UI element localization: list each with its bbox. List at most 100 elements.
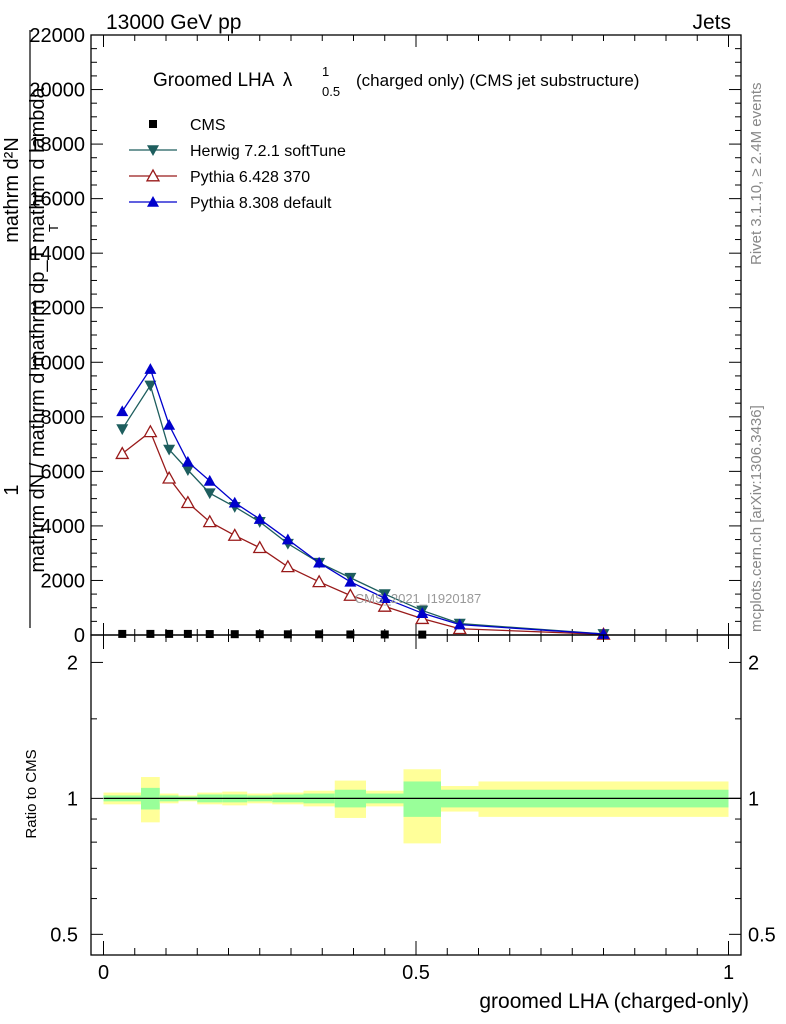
data-point [162,470,177,484]
data-point [165,629,174,638]
data-point [281,533,294,545]
main-ytick-label: 10000 [29,352,85,374]
main-title-suffix: (charged only) (CMS jet substructure) [356,71,639,90]
series-3 [116,363,610,639]
main-title-sub: 0.5 [322,84,340,99]
legend-label: Herwig 7.2.1 softTune [190,143,346,160]
ratio-ytick-label: 2 [67,652,78,674]
data-point [230,630,239,639]
main-ytick-label: 12000 [29,298,85,320]
series-line [121,367,604,635]
xtick-label: 0.5 [402,962,430,984]
ratio-ytick-label-right: 0.5 [748,924,776,946]
data-point [115,446,130,460]
data-point [313,556,326,568]
data-point [453,618,466,630]
main-title-sup: 1 [322,64,329,79]
main-ylabel-sub: T [46,224,61,232]
data-point [416,607,429,618]
data-point [252,540,267,554]
data-point [116,424,129,436]
data-point [227,528,242,541]
data-point [181,465,194,476]
data-point [144,363,157,374]
ratio-ytick-label: 1 [67,788,78,810]
data-point [144,380,157,392]
data-point [378,592,391,603]
ratio-band-green [403,781,441,817]
data-point [202,514,217,528]
main-ytick-label: 4000 [41,516,86,538]
main-ytick-label: 18000 [29,134,85,156]
main-ylabel-mid: mathrm d²N [1,137,23,243]
data-point [255,630,264,639]
data-point [163,444,176,456]
ratio-ytick-label-right: 2 [748,652,759,674]
series-0 [118,629,427,639]
ratio-ylabel: Ratio to CMS [23,749,40,838]
main-ytick-label: 16000 [29,189,85,211]
data-point [118,629,127,638]
ratio-y-axis: 0.5 0.5 1 1 2 2 [50,652,776,946]
main-ytick-label: 20000 [29,80,85,102]
data-point [147,145,159,156]
data-point [344,575,357,587]
data-point [228,496,241,508]
ratio-x-axis: 0 0.5 1 [98,635,734,984]
data-point [283,630,292,639]
main-y-axis: 0 2000 4000 6000 8000 10000 12000 14000 16000 180… [29,25,741,647]
legend-label: Pythia 6.428 370 [190,169,310,186]
data-point [149,120,157,128]
data-point [205,630,214,639]
main-ytick-label: 6000 [41,461,86,483]
main-ylabel-top: 1 [1,484,23,495]
data-point [312,574,327,588]
rivet-label: Rivet 3.1.10, ≥ 2.4M events [748,83,765,266]
ratio-bands [103,769,741,844]
legend: CMS Herwig 7.2.1 softTune Pythia 6.428 370… [129,117,346,212]
watermark: CMS_2021_I1920187 [355,591,482,606]
main-ytick-label: 8000 [41,407,86,429]
data-point [146,629,155,638]
data-point [180,495,195,509]
data-point [163,419,176,430]
data-point [203,488,216,500]
xtick-label: 1 [723,962,734,984]
main-ytick-label: 0 [74,625,85,647]
data-point [116,405,129,417]
xtick-label: 0 [98,962,109,984]
header-left: 13000 GeV pp [106,11,241,34]
data-point [145,168,161,182]
mcplots-label: mcplots.cern.ch [arXiv:1306.3436] [748,405,765,632]
main-plot-frame [90,34,742,636]
ratio-ytick-label-right: 1 [748,788,759,810]
main-frame-box [90,34,742,636]
data-point [280,559,295,573]
data-point [415,611,430,625]
main-title: Groomed LHA λ [153,70,293,91]
legend-label: CMS [190,117,226,134]
data-point [597,628,610,639]
data-point [253,513,266,524]
header-right: Jets [692,11,731,34]
data-point [143,424,158,438]
main-ytick-label: 14000 [29,243,85,265]
data-point [181,455,194,467]
ratio-ytick-label: 0.5 [50,924,78,946]
data-point [203,474,216,486]
data-point [315,630,324,639]
series-line [121,383,604,635]
legend-label: Pythia 8.308 default [190,195,332,212]
data-point [147,196,159,207]
data-point [183,629,192,638]
main-title-symbol: λ [283,70,293,91]
main-title-text: Groomed LHA [153,70,275,91]
main-ylabel-bottom: mathrm dN / mathrm d mathrm dp_T mathrm … [27,86,49,572]
main-ytick-label: 22000 [29,25,85,47]
main-ytick-label: 2000 [41,570,86,592]
main-plot-series [115,363,611,640]
series-2 [115,424,611,640]
x-axis-label: groomed LHA (charged-only) [479,990,749,1013]
data-point [377,599,392,612]
